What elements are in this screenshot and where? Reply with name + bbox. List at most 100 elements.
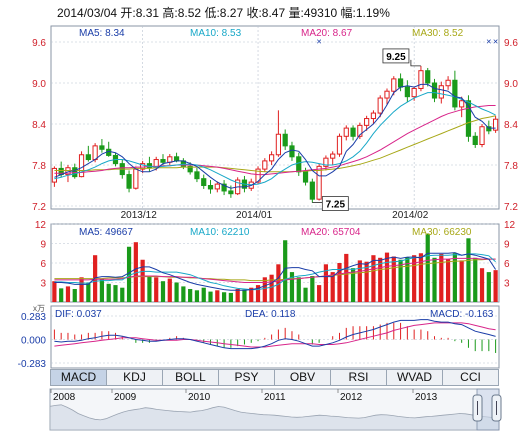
volume-bar[interactable] xyxy=(439,253,444,302)
volume-bar[interactable] xyxy=(303,287,308,302)
volume-bar[interactable] xyxy=(412,255,417,302)
volume-bar[interactable] xyxy=(249,287,254,302)
volume-bar[interactable] xyxy=(398,259,403,302)
volume-bar[interactable] xyxy=(126,246,132,302)
candle-down[interactable] xyxy=(187,165,193,173)
candle-up[interactable] xyxy=(384,90,390,99)
volume-bar[interactable] xyxy=(228,292,233,302)
volume-bar[interactable] xyxy=(384,252,390,302)
volume-bar[interactable] xyxy=(59,288,64,302)
volume-bar[interactable] xyxy=(215,290,220,302)
volume-bar[interactable] xyxy=(452,253,457,302)
candle-up[interactable] xyxy=(370,112,377,120)
volume-bar[interactable] xyxy=(330,272,335,302)
volume-bar[interactable] xyxy=(391,256,396,303)
volume-bar[interactable] xyxy=(337,263,342,302)
candle-down[interactable] xyxy=(302,171,309,183)
candle-down[interactable] xyxy=(397,78,404,88)
volume-bar[interactable] xyxy=(289,272,295,302)
candle-up[interactable] xyxy=(262,160,268,170)
volume-bar[interactable] xyxy=(167,278,172,302)
candle-down[interactable] xyxy=(452,79,458,108)
volume-bar[interactable] xyxy=(432,257,437,302)
volume-bar[interactable] xyxy=(208,291,213,302)
volume-bar[interactable] xyxy=(344,253,349,302)
volume-bar[interactable] xyxy=(174,282,179,303)
volume-bar[interactable] xyxy=(466,238,471,302)
volume-bar[interactable] xyxy=(350,268,356,302)
volume-bar[interactable] xyxy=(317,285,322,302)
volume-bar[interactable] xyxy=(242,289,247,302)
candle-up[interactable] xyxy=(275,133,281,156)
volume-bar[interactable] xyxy=(371,255,376,302)
candle-up[interactable] xyxy=(51,167,57,183)
candle-down[interactable] xyxy=(486,126,492,132)
volume-bar[interactable] xyxy=(276,264,281,302)
candle-down[interactable] xyxy=(425,70,431,84)
candle-up[interactable] xyxy=(343,127,349,137)
volume-bar[interactable] xyxy=(479,268,485,302)
candle-down[interactable] xyxy=(126,174,132,189)
volume-bar[interactable] xyxy=(459,260,464,302)
volume-bar[interactable] xyxy=(255,285,261,302)
volume-bar[interactable] xyxy=(201,287,206,302)
tab-kdj[interactable]: KDJ xyxy=(107,370,163,385)
candle-down[interactable] xyxy=(221,183,227,192)
volume-bar[interactable] xyxy=(113,285,118,302)
tab-rsi[interactable]: RSI xyxy=(331,370,387,385)
candle-up[interactable] xyxy=(167,156,173,163)
candle-up[interactable] xyxy=(438,85,444,99)
volume-bar[interactable] xyxy=(65,286,71,302)
candle-up[interactable] xyxy=(391,78,397,92)
volume-bar[interactable] xyxy=(364,261,369,302)
candle-down[interactable] xyxy=(173,156,180,162)
volume-bar[interactable] xyxy=(418,253,424,302)
candle-up[interactable] xyxy=(133,168,139,189)
candle-down[interactable] xyxy=(289,145,295,158)
volume-bar[interactable] xyxy=(310,276,315,302)
candle-up[interactable] xyxy=(92,145,98,161)
candle-up[interactable] xyxy=(493,118,499,131)
candle-down[interactable] xyxy=(350,127,356,137)
volume-bar[interactable] xyxy=(160,281,166,302)
volume-bar[interactable] xyxy=(473,257,478,302)
tab-boll[interactable]: BOLL xyxy=(163,370,219,385)
candle-down[interactable] xyxy=(282,133,288,147)
candle-down[interactable] xyxy=(99,145,105,150)
candle-up[interactable] xyxy=(336,135,343,155)
volume-bar[interactable] xyxy=(99,279,105,302)
tab-psy[interactable]: PSY xyxy=(219,370,275,385)
volume-bar[interactable] xyxy=(323,264,329,302)
volume-bar[interactable] xyxy=(493,270,498,302)
volume-bar[interactable] xyxy=(296,277,301,302)
volume-bar[interactable] xyxy=(221,292,227,302)
candle-down[interactable] xyxy=(194,171,200,180)
volume-bar[interactable] xyxy=(86,282,91,303)
candle-up[interactable] xyxy=(330,153,336,159)
volume-bar[interactable] xyxy=(147,276,152,302)
candle-up[interactable] xyxy=(445,79,451,87)
candle-up[interactable] xyxy=(140,163,146,170)
candle-down[interactable] xyxy=(85,154,91,161)
candle-down[interactable] xyxy=(465,100,472,137)
candle-down[interactable] xyxy=(431,82,438,99)
candle-up[interactable] xyxy=(357,124,363,137)
volume-bar[interactable] xyxy=(106,283,111,302)
volume-bar[interactable] xyxy=(378,257,383,302)
volume-bar[interactable] xyxy=(262,277,267,302)
candle-up[interactable] xyxy=(377,97,383,114)
candle-up[interactable] xyxy=(214,183,220,190)
tab-obv[interactable]: OBV xyxy=(275,370,331,385)
volume-bar[interactable] xyxy=(283,240,288,302)
volume-bar[interactable] xyxy=(445,259,451,302)
volume-bar[interactable] xyxy=(140,259,145,302)
candle-down[interactable] xyxy=(472,135,478,146)
candle-down[interactable] xyxy=(296,156,302,173)
candle-up[interactable] xyxy=(78,154,85,178)
tab-macd[interactable]: MACD xyxy=(51,370,107,385)
candle-up[interactable] xyxy=(316,165,322,200)
candle-down[interactable] xyxy=(207,185,214,190)
candle-up[interactable] xyxy=(459,100,465,108)
volume-bar[interactable] xyxy=(181,286,186,302)
candle-down[interactable] xyxy=(228,190,234,195)
